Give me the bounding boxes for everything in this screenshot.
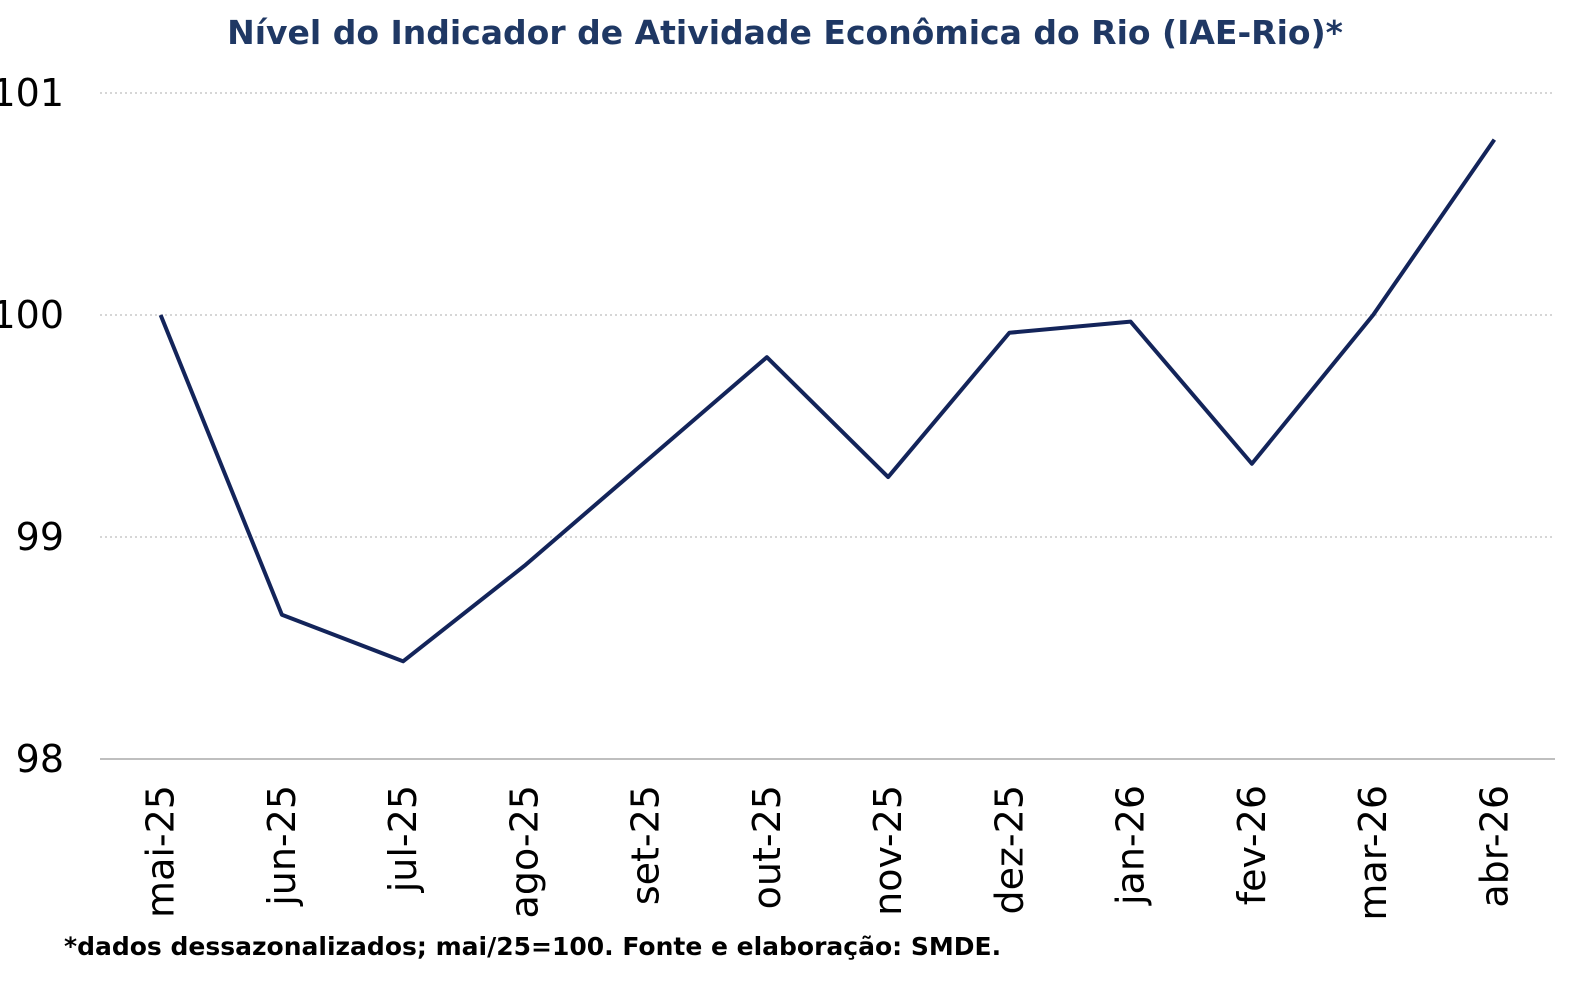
x-tick-label: mar-26	[1351, 785, 1395, 921]
y-tick-label: 101	[0, 71, 64, 115]
x-tick-label: ago-25	[502, 785, 546, 918]
x-tick-label: jan-26	[1109, 785, 1153, 906]
x-tick-label: out-25	[745, 785, 789, 909]
x-tick-label: nov-25	[866, 785, 910, 916]
x-tick-label: jul-25	[381, 785, 425, 893]
x-tick-label: dez-25	[987, 785, 1031, 915]
footnote: *dados dessazonalizados; mai/25=100. Fon…	[64, 932, 1001, 961]
x-tick-label: abr-26	[1472, 785, 1516, 908]
chart-title: Nível do Indicador de Atividade Econômic…	[227, 13, 1343, 52]
x-tick-label: jun-25	[260, 785, 304, 907]
y-tick-label: 98	[16, 737, 64, 781]
data-line	[158, 138, 1497, 664]
y-tick-label: 99	[16, 515, 64, 559]
x-tick-label: mai-25	[139, 785, 183, 918]
x-tick-label: fev-26	[1230, 785, 1274, 905]
y-tick-label: 100	[0, 293, 64, 337]
x-tick-label: set-25	[624, 785, 668, 905]
